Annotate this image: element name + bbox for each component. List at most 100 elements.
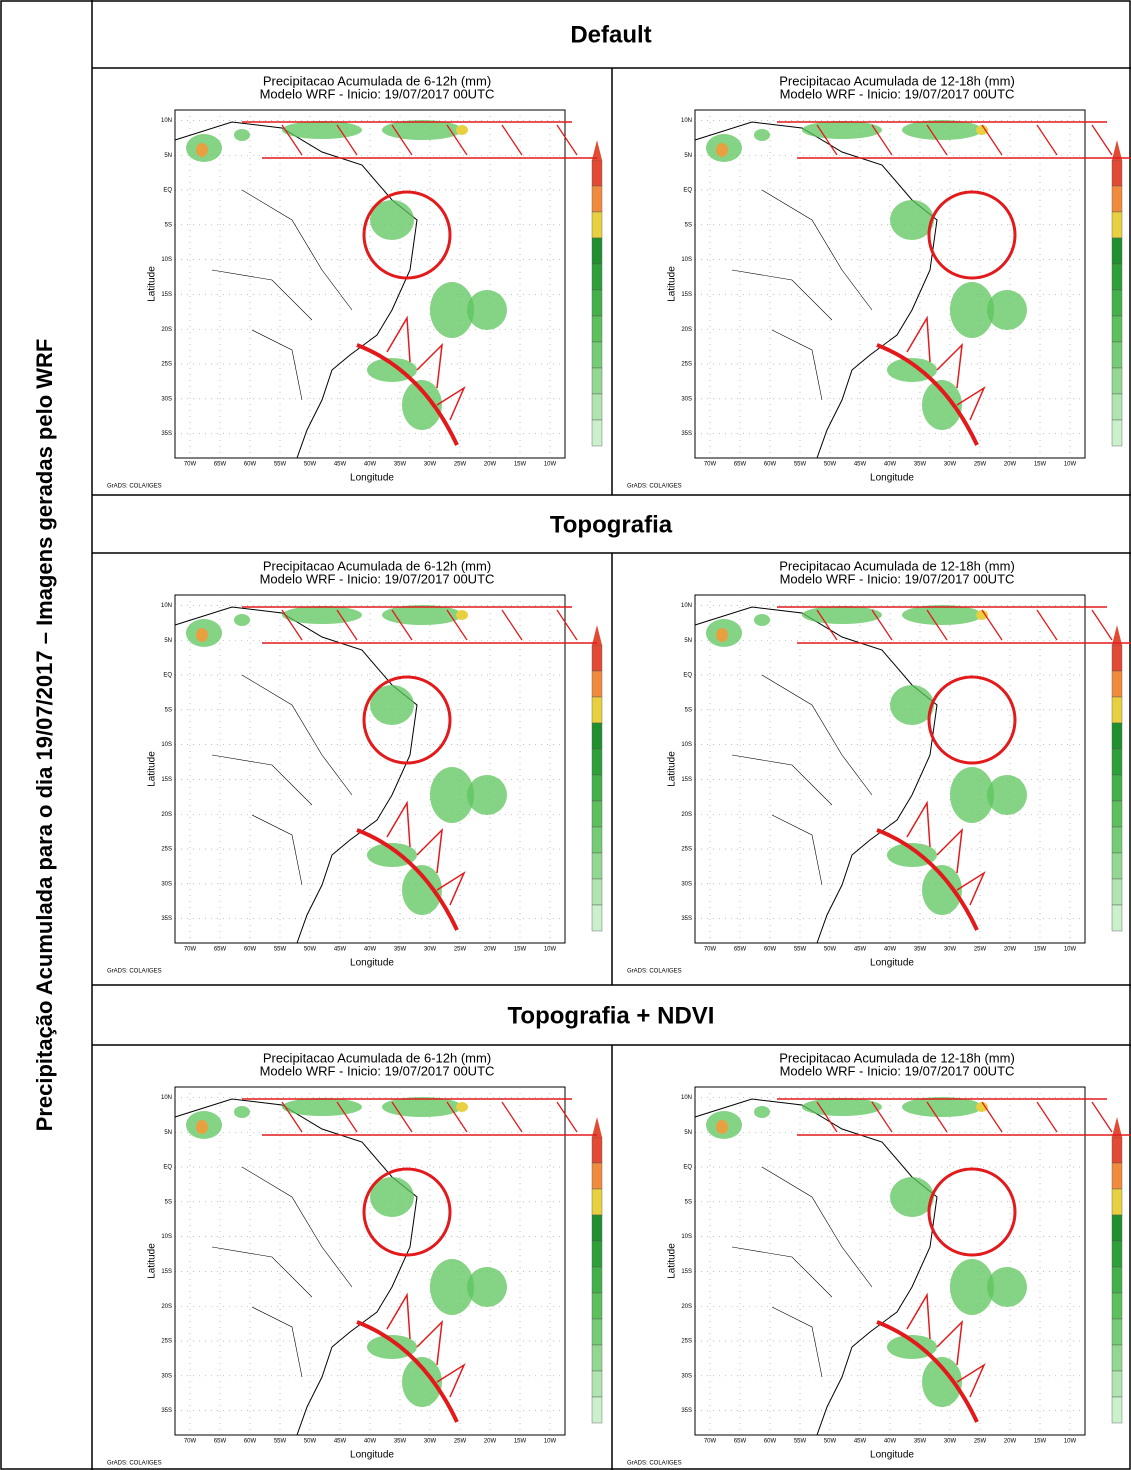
lon-tick-label: 65W [734,462,747,468]
colorbar-box [591,237,603,265]
lat-tick-label: 30S [681,1373,692,1379]
lon-tick-label: 20W [1004,1439,1017,1445]
precip-area [754,1106,770,1118]
lon-tick-label: 70W [704,462,717,468]
precip-area [282,121,362,139]
lat-tick-label: 5S [165,707,172,713]
colorbar-box [591,1188,603,1216]
colorbar-box [1111,211,1123,239]
annotation-hatch [281,609,303,641]
lon-tick-label: 30W [944,947,957,953]
lat-tick-label: 5S [685,1199,692,1205]
lon-tick-label: 20W [484,462,497,468]
lat-tick-label: 35S [681,431,692,437]
annotation-hatch [871,609,893,641]
colorbar-box [1111,315,1123,343]
precip-area [922,865,962,915]
colorbar-box [591,159,603,187]
annotation-hatch [926,1101,948,1133]
precip-area [234,129,250,141]
lat-tick-label: 5N [684,153,692,159]
lat-tick-label: EQ [163,188,172,194]
colorbar-box [591,1136,603,1164]
lon-tick-label: 40W [364,1439,377,1445]
precip-core [716,628,728,642]
annotation-hatch [501,1101,523,1133]
colorbar-box [1111,341,1123,369]
x-axis-label: Longitude [350,958,394,969]
lon-tick-label: 10W [1064,462,1077,468]
coastline [174,606,418,944]
lon-tick-label: 60W [244,1439,257,1445]
lon-tick-label: 55W [274,1439,287,1445]
annotation-hatch [281,124,303,156]
lat-tick-label: 20S [681,812,692,818]
colorbar-box [591,904,603,932]
lon-tick-label: 25W [974,462,987,468]
map-panel: Precipitacao Acumulada de 6-12h (mm)Mode… [107,73,603,490]
map-panel: Precipitacao Acumulada de 6-12h (mm)Mode… [107,1050,603,1467]
lat-tick-label: 35S [681,1408,692,1414]
lon-tick-label: 55W [274,462,287,468]
colorbar-box [591,722,603,750]
lat-tick-label: 25S [681,1339,692,1345]
borders [211,1166,353,1378]
lon-tick-label: 10W [1064,947,1077,953]
precip-area [887,843,937,867]
lat-tick-label: 5N [684,1130,692,1136]
lat-tick-label: 10N [161,603,172,609]
colorbar-box [591,696,603,724]
annotation-hatch [816,124,838,156]
annotation-hatch [446,124,468,156]
side-label: Precipitação Acumulada para o dia 19/07/… [32,339,57,1132]
credit: GrADS: COLA/IGES [627,484,682,490]
colorbar-box [591,644,603,672]
colorbar-box [1111,644,1123,672]
annotation-hatch [391,609,413,641]
precip-area [234,614,250,626]
coastline [694,606,938,944]
lon-tick-label: 45W [334,947,347,953]
y-axis-label: Latitude [667,1243,678,1279]
lon-tick-label: 65W [214,947,227,953]
annotation-hatch [336,124,358,156]
colorbar-box [591,263,603,291]
map-panel: Precipitacao Acumulada de 12-18h (mm)Mod… [627,558,1131,975]
lat-tick-label: 25S [161,847,172,853]
colorbar-tip [592,140,602,160]
precip-area [987,290,1027,330]
precip-area [367,843,417,867]
y-axis-label: Latitude [147,751,158,787]
lat-tick-label: 30S [161,1373,172,1379]
annotation-hatch [556,609,578,641]
colorbar-box [1111,1214,1123,1242]
lon-tick-label: 70W [184,1439,197,1445]
colorbar-box [591,774,603,802]
precip-area [467,290,507,330]
lat-tick-label: 10S [161,742,172,748]
lat-tick-label: EQ [163,673,172,679]
lon-tick-label: 45W [854,1439,867,1445]
lon-tick-label: 40W [364,947,377,953]
annotation-hatch [501,124,523,156]
lat-tick-label: 10N [681,603,692,609]
lat-tick-label: EQ [163,1165,172,1171]
colorbar-box [1111,367,1123,395]
y-axis-label: Latitude [667,751,678,787]
colorbar-box [1111,1240,1123,1268]
lon-tick-label: 65W [214,1439,227,1445]
colorbar-box [591,1344,603,1372]
lat-tick-label: 10S [681,257,692,263]
lat-tick-label: 30S [161,881,172,887]
lat-tick-label: 5S [685,222,692,228]
lat-tick-label: 35S [161,431,172,437]
cold-front [356,343,459,446]
lon-tick-label: 20W [484,1439,497,1445]
lon-tick-label: 50W [304,947,317,953]
lon-tick-label: 20W [1004,462,1017,468]
colorbar-box [1111,722,1123,750]
annotation-hatch [446,1101,468,1133]
lat-tick-label: 15S [161,777,172,783]
lat-tick-label: 5N [164,638,172,644]
front-barbs [906,1292,986,1398]
